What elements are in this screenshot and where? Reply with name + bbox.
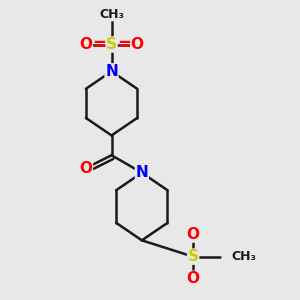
Text: =: = [92,35,106,53]
Text: CH₃: CH₃ [99,8,124,21]
Text: CH₃: CH₃ [232,250,256,263]
Text: N: N [105,64,118,79]
Text: O: O [187,227,200,242]
Text: O: O [131,37,144,52]
Text: S: S [106,37,117,52]
Text: S: S [188,249,199,264]
Text: =: = [117,35,131,53]
Text: O: O [80,160,92,175]
Text: O: O [187,271,200,286]
Text: O: O [80,37,92,52]
Text: N: N [136,165,148,180]
